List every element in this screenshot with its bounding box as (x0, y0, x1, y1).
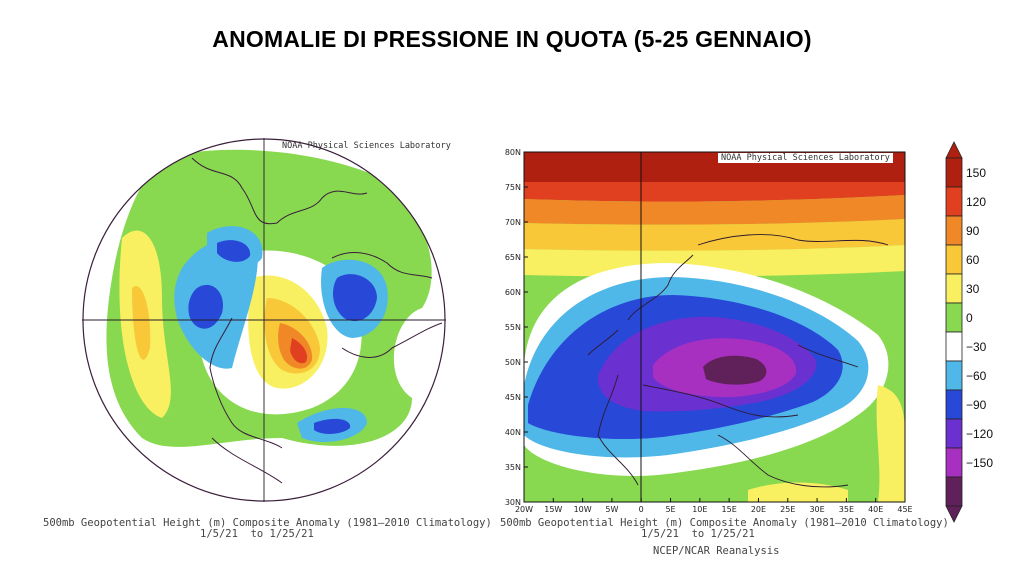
colorbar-box (945, 360, 963, 391)
x-tick-label: 5E (665, 505, 675, 514)
x-tick-label: 10E (692, 505, 707, 514)
y-tick-label: 65N (505, 253, 521, 262)
colorbar-tick-label: −120 (966, 426, 994, 441)
x-tick-label: 20E (751, 505, 766, 514)
x-tick-label: 45E (897, 505, 912, 514)
europe-anomaly-map: 20W 15W 10W 5W 0 5E 10E 15E 20E 25E 30E 35E 40E 45E 3… (505, 148, 913, 514)
slide-title: ANOMALIE DI PRESSIONE IN QUOTA (5-25 GEN… (212, 26, 812, 52)
colorbar-tick-label: −150 (966, 455, 994, 470)
europe-caption-line1: 500mb Geopotential Height (m) Composite … (500, 517, 949, 529)
x-tick-label: 0 (639, 505, 644, 514)
polar-caption-line2: 1/5/21 to 1/25/21 (200, 528, 314, 540)
colorbar-box (945, 244, 963, 275)
colorbar-box (945, 418, 963, 449)
y-tick-label: 80N (505, 148, 521, 157)
colorbar-tick-label: −90 (966, 397, 987, 412)
y-tick-label: 75N (505, 183, 521, 192)
colorbar-tick-label: −60 (966, 368, 987, 383)
y-tick-label: 70N (505, 218, 521, 227)
europe-neg-150 (703, 355, 767, 385)
colorbar-box (945, 302, 963, 333)
europe-credit: NOAA Physical Sciences Laboratory (718, 153, 893, 163)
x-tick-label: 15W (544, 505, 562, 514)
europe-caption-line3: NCEP/NCAR Reanalysis (653, 545, 780, 557)
x-tick-label: 40E (868, 505, 883, 514)
y-tick-label: 50N (505, 358, 521, 367)
colorbar-box (945, 476, 963, 507)
y-tick-label: 60N (505, 288, 521, 297)
colorbar-tick-label: 90 (966, 223, 980, 238)
y-tick-label: 30N (505, 498, 521, 507)
colorbar-top-arrow (945, 141, 963, 159)
colorbar-tick-label: 0 (966, 310, 973, 325)
colorbar-box (945, 331, 963, 362)
y-tick-label: 55N (505, 323, 521, 332)
x-tick-label: 30E (809, 505, 824, 514)
polar-anomaly-map (82, 138, 446, 502)
colorbar (945, 141, 963, 523)
y-tick-label: 45N (505, 393, 521, 402)
colorbar-bottom-arrow (945, 505, 963, 523)
colorbar-box (945, 273, 963, 304)
colorbar-box (945, 389, 963, 420)
x-tick-label: 10W (574, 505, 592, 514)
colorbar-box (945, 215, 963, 246)
x-tick-label: 35E (839, 505, 854, 514)
x-tick-label: 15E (722, 505, 737, 514)
colorbar-tick-label: 150 (966, 165, 987, 180)
colorbar-box (945, 447, 963, 478)
colorbar-tick-label: 60 (966, 252, 980, 267)
polar-credit: NOAA Physical Sciences Laboratory (282, 141, 451, 151)
y-tick-label: 35N (505, 463, 521, 472)
y-tick-label: 40N (505, 428, 521, 437)
colorbar-box (945, 157, 963, 188)
colorbar-box (945, 186, 963, 217)
europe-caption-line2: 1/5/21 to 1/25/21 (641, 528, 755, 540)
colorbar-tick-label: −30 (966, 339, 987, 354)
colorbar-tick-label: 30 (966, 281, 980, 296)
colorbar-tick-label: 120 (966, 194, 987, 209)
x-tick-label: 25E (780, 505, 795, 514)
x-tick-label: 20W (515, 505, 533, 514)
polar-caption-line1: 500mb Geopotential Height (m) Composite … (43, 517, 492, 529)
x-tick-label: 5W (605, 505, 618, 514)
